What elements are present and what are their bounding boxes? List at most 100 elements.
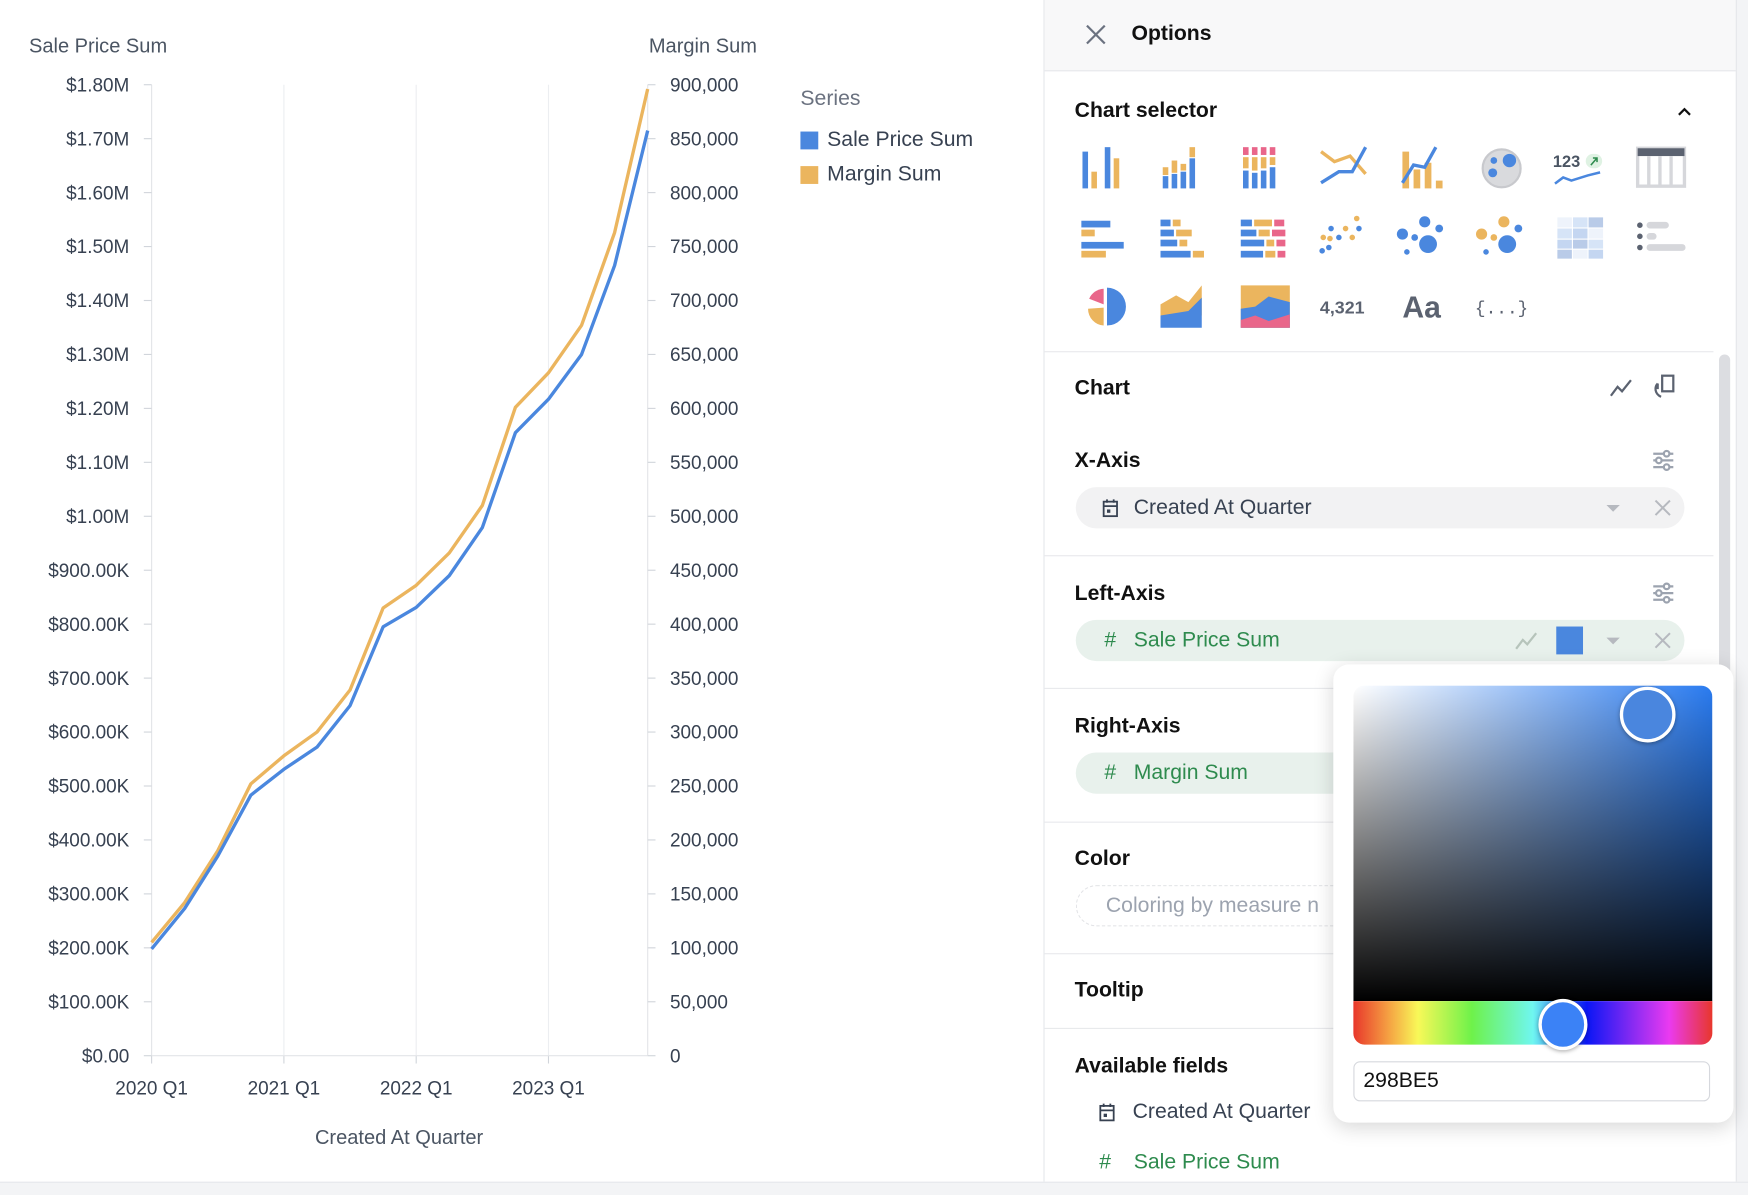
available-field-item[interactable]: # Sale Price Sum [1099, 1150, 1280, 1175]
swap-axes-icon[interactable] [1652, 373, 1677, 400]
y-tick-label-right: 900,000 [670, 75, 738, 96]
left-axis-title: Sale Price Sum [29, 35, 167, 57]
right-axis-field-name: Margin Sum [1133, 760, 1248, 785]
y-tick-label-right: 200,000 [670, 831, 738, 852]
y-tick-label-right: 750,000 [670, 237, 738, 258]
legend-title: Series [800, 86, 861, 111]
x-tick-label: 2020 Q1 [115, 1079, 188, 1100]
series-line-sale-price-sum [150, 130, 650, 950]
y-tick-label-right: 100,000 [670, 939, 738, 960]
bar-chart-icon[interactable] [1080, 145, 1131, 190]
number-icon[interactable]: 4,321 [1319, 284, 1370, 329]
grouped-horizontal-bar-icon[interactable] [1159, 215, 1210, 260]
json-icon-text: {...} [1475, 299, 1526, 319]
color-heading: Color [1074, 847, 1130, 871]
left-axis-heading: Left-Axis [1074, 581, 1166, 606]
kpi-trend-icon[interactable]: 123 [1553, 145, 1604, 190]
available-field-item[interactable]: Created At Quarter [1098, 1100, 1310, 1125]
x-tick-label: 2023 Q1 [512, 1079, 585, 1100]
chevron-up-icon[interactable] [1676, 104, 1694, 120]
list-icon[interactable] [1635, 215, 1686, 260]
remove-field-icon[interactable] [1653, 631, 1672, 650]
legend-item-sale-price[interactable]: Sale Price Sum [800, 123, 973, 158]
stacked-horizontal-bar-icon[interactable] [1240, 215, 1291, 260]
right-axis-title: Margin Sum [649, 35, 757, 57]
y-tick-label-right: 800,000 [670, 183, 738, 204]
bubble-icon[interactable] [1396, 215, 1447, 260]
dropdown-arrow-icon[interactable] [1605, 504, 1621, 513]
json-icon[interactable]: {...} [1475, 284, 1526, 329]
chart-heading: Chart [1074, 376, 1130, 401]
chart-selector-heading[interactable]: Chart selector [1074, 99, 1218, 123]
y-tick-label-left: $1.40M [66, 291, 129, 312]
left-axis-field-pill[interactable]: # Sale Price Sum [1075, 619, 1685, 662]
legend-label: Sale Price Sum [827, 127, 974, 152]
x-axis-field-name: Created At Quarter [1133, 495, 1312, 519]
sliders-icon[interactable] [1651, 448, 1676, 473]
hue-handle[interactable] [1538, 998, 1588, 1051]
hue-slider[interactable] [1353, 1001, 1713, 1045]
x-tick-label: 2022 Q1 [380, 1079, 453, 1100]
y-tick-label-right: 550,000 [670, 453, 738, 474]
line-chart-icon[interactable] [1319, 145, 1370, 190]
calendar-icon [1102, 498, 1118, 517]
x-axis-title: Created At Quarter [315, 1127, 484, 1149]
y-tick-label-left: $1.00M [66, 507, 129, 528]
tooltip-heading: Tooltip [1074, 978, 1144, 1003]
field-name: Created At Quarter [1132, 1100, 1311, 1124]
y-tick-label-left: $200.00K [48, 939, 129, 960]
stacked-bar-icon[interactable] [1240, 145, 1291, 190]
measure-hash-icon: # [1104, 628, 1117, 652]
series-color-swatch[interactable] [1556, 626, 1584, 655]
y-tick-label-right: 50,000 [670, 992, 728, 1013]
legend-label: Margin Sum [827, 162, 942, 186]
grouped-bar-icon[interactable] [1159, 145, 1210, 190]
y-tick-label-left: $400.00K [48, 831, 129, 852]
trend-line-icon[interactable] [1609, 376, 1634, 401]
legend-swatch [800, 130, 819, 149]
y-tick-label-right: 400,000 [670, 615, 738, 636]
color-placeholder: Coloring by measure n [1105, 893, 1319, 917]
saturation-handle[interactable] [1619, 686, 1676, 743]
number-icon-text: 4,321 [1320, 297, 1365, 317]
colored-bubble-icon[interactable] [1475, 215, 1526, 260]
y-tick-label-right: 0 [670, 1046, 681, 1067]
scatter-icon[interactable] [1319, 215, 1370, 260]
divider [1044, 351, 1714, 353]
legend-item-margin[interactable]: Margin Sum [800, 157, 973, 192]
y-tick-label-left: $500.00K [48, 777, 129, 798]
pie-chart-icon[interactable] [1080, 284, 1131, 329]
field-name: Sale Price Sum [1133, 1150, 1280, 1174]
x-axis-field-pill[interactable]: Created At Quarter [1075, 487, 1685, 529]
right-axis-heading: Right-Axis [1074, 714, 1181, 738]
y-tick-label-right: 700,000 [670, 291, 738, 312]
y-tick-label-left: $700.00K [48, 669, 129, 690]
map-chart-icon[interactable] [1477, 145, 1528, 190]
y-tick-label-left: $1.60M [66, 183, 129, 204]
panel-scrollbar[interactable] [1719, 354, 1731, 678]
y-tick-label-right: 450,000 [670, 561, 738, 582]
y-tick-label-right: 350,000 [670, 669, 738, 690]
table-icon[interactable] [1635, 145, 1687, 190]
dropdown-arrow-icon[interactable] [1605, 637, 1621, 646]
series-line-margin-sum [150, 88, 650, 944]
x-axis-heading: X-Axis [1074, 449, 1141, 473]
horizontal-bar-icon[interactable] [1080, 215, 1131, 260]
sliders-icon[interactable] [1651, 581, 1676, 606]
line-type-icon[interactable] [1514, 630, 1539, 652]
remove-field-icon[interactable] [1653, 498, 1672, 517]
y-tick-label-right: 850,000 [670, 129, 738, 150]
combo-chart-icon[interactable] [1398, 145, 1449, 190]
close-icon[interactable] [1085, 23, 1107, 45]
measure-hash-icon: # [1099, 1150, 1111, 1174]
y-tick-label-left: $1.30M [66, 345, 129, 366]
area-chart-icon[interactable] [1159, 284, 1210, 329]
heatmap-icon[interactable] [1555, 215, 1606, 260]
text-icon[interactable]: Aa [1398, 284, 1449, 329]
y-tick-label-left: $300.00K [48, 885, 129, 906]
x-tick-label: 2021 Q1 [248, 1079, 321, 1100]
y-tick-label-left: $600.00K [48, 723, 129, 744]
hex-input[interactable]: 298BE5 [1353, 1061, 1711, 1102]
stacked-area-icon[interactable] [1240, 284, 1291, 329]
